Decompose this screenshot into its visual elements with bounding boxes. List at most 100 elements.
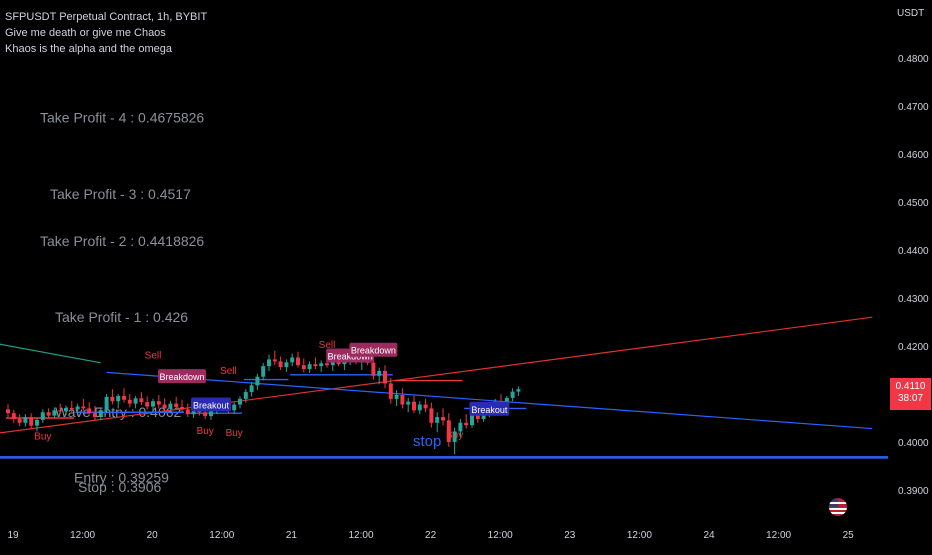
signal-breakout-box [469, 401, 510, 416]
x-tick-label: 12:00 [209, 530, 234, 541]
candle-body [17, 418, 22, 423]
candle-body [249, 385, 254, 393]
candle-body [209, 410, 213, 417]
candle-body [510, 391, 515, 398]
candle-body [23, 417, 28, 423]
candle-body [417, 404, 422, 411]
candle-body [122, 395, 126, 400]
candle-body [11, 413, 16, 419]
signal-buy: Buy [34, 432, 51, 443]
candle-body [46, 412, 51, 416]
x-tick-label: 25 [843, 530, 855, 541]
current-price-tag: 0.4110 38:07 [890, 378, 931, 410]
candle-body [133, 398, 138, 404]
x-tick-label: 21 [286, 530, 298, 541]
signal-breakdown: Breakdown [328, 351, 373, 361]
trendline-red [0, 316, 873, 434]
candle-body [168, 403, 173, 409]
y-tick-label: 0.4500 [898, 198, 929, 209]
candle-body [412, 401, 416, 411]
candle-body [307, 364, 312, 370]
signal-breakout-box [191, 397, 231, 412]
candle-body [388, 383, 393, 399]
signal-buy: Buy [446, 430, 463, 441]
stop-label: stop [413, 433, 441, 450]
candle-body [290, 357, 295, 363]
y-tick-label: 0.4700 [898, 102, 929, 113]
signal-breakout: Breakout [471, 405, 508, 415]
candle-body [452, 431, 457, 442]
currency-label: USDT [897, 8, 925, 19]
candle-body [325, 363, 329, 366]
candle-body [429, 408, 434, 423]
candle-body [93, 413, 97, 418]
candle-body [139, 398, 144, 403]
candle-body [504, 397, 509, 405]
candle-body [284, 362, 289, 368]
indicator-line-2: Khaos is the alpha and the omega [5, 43, 172, 55]
candle-body [278, 361, 283, 368]
candle-body [81, 406, 86, 409]
candle-body [394, 394, 399, 399]
candle-body [98, 410, 103, 418]
x-tick-label: 20 [147, 530, 159, 541]
candle-body [243, 392, 248, 399]
bar-countdown: 38:07 [897, 393, 924, 404]
candle-body [383, 370, 387, 384]
candle-body [446, 420, 451, 442]
candle-body [35, 419, 39, 426]
candle-body [6, 409, 10, 414]
candle-body [174, 403, 179, 407]
x-tick-label: 12:00 [70, 530, 95, 541]
y-tick-label: 0.4000 [898, 438, 929, 449]
candle-body [267, 359, 271, 367]
trendline-teal [0, 343, 101, 364]
x-tick-label: 12:00 [766, 530, 791, 541]
x-tick-label: 23 [564, 530, 576, 541]
candle-body [435, 417, 440, 423]
candle-body [203, 412, 208, 417]
candle-body [29, 417, 34, 426]
y-tick-label: 0.4200 [898, 342, 929, 353]
signal-sell: Sell [319, 340, 336, 351]
signal-breakdown: Breakdown [351, 346, 396, 356]
candle-body [64, 407, 68, 412]
candle-body [69, 407, 74, 410]
level-label: Stop : 0.3906 [78, 479, 162, 495]
signal-breakdown-box [158, 369, 206, 384]
candle-body [58, 410, 63, 412]
candle-body [52, 410, 57, 416]
candle-body [470, 415, 474, 426]
candle-body [185, 409, 190, 415]
symbol-title[interactable]: SFPUSDT Perpetual Contract, 1h, BYBIT [5, 11, 208, 23]
x-tick-label: 22 [425, 530, 437, 541]
candle-body [127, 399, 132, 404]
trendline-blue [106, 371, 873, 430]
y-tick-label: 0.4600 [898, 150, 929, 161]
candle-body [296, 357, 300, 366]
candle-body [400, 394, 405, 405]
candle-body [458, 422, 463, 432]
candle-body [336, 362, 341, 365]
flag-icon[interactable] [829, 498, 847, 516]
candle-body [371, 362, 376, 376]
candle-body [475, 415, 480, 419]
signal-sell: Sell [220, 366, 237, 377]
candle-body [40, 412, 45, 420]
candle-body [319, 363, 324, 367]
x-tick-label: 12:00 [348, 530, 373, 541]
level-label: Take Profit - 2 : 0.4418826 [40, 233, 204, 249]
candle-body [377, 370, 382, 376]
candle-body [156, 401, 161, 405]
candle-body [313, 364, 318, 367]
signal-sell: Sell [145, 350, 162, 361]
candle-body [406, 401, 411, 405]
candle-body [423, 404, 428, 409]
x-tick-label: 12:00 [488, 530, 513, 541]
y-tick-label: 0.4300 [898, 294, 929, 305]
candle-body [238, 398, 242, 405]
current-price-value: 0.4110 [895, 381, 926, 392]
candle-body [261, 366, 266, 377]
